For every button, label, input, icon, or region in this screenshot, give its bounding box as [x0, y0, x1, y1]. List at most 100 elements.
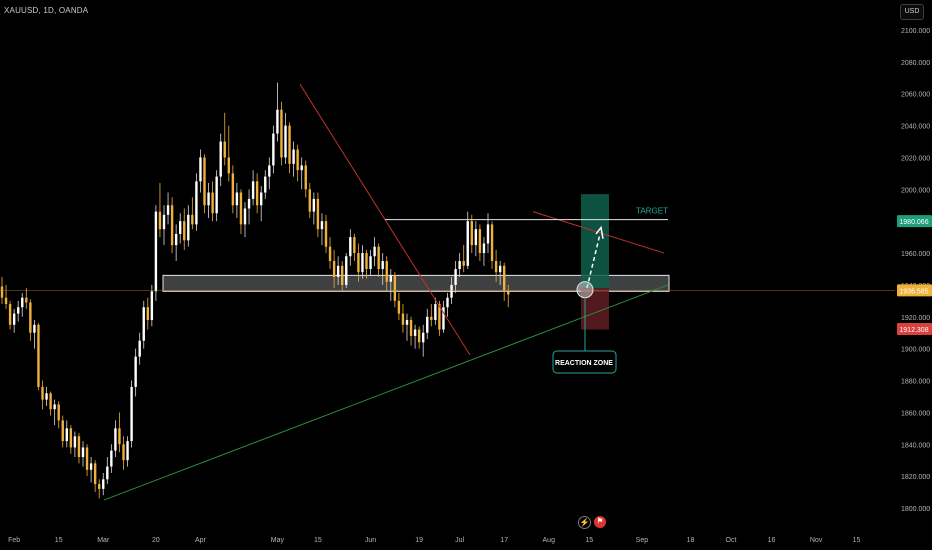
x-tick-label: 16 [768, 537, 776, 544]
resistance-trendline [532, 211, 665, 254]
x-tick-label: Feb [8, 537, 20, 544]
currency-button[interactable]: USD [900, 4, 924, 20]
candle-body [405, 319, 409, 325]
target-price-tag: 1980.066 [899, 219, 928, 226]
candle-body [17, 307, 20, 314]
candle-body [12, 313, 16, 325]
candle-body [482, 243, 486, 254]
candle-body [251, 181, 255, 199]
flag-icon[interactable]: ⚑ [594, 516, 606, 528]
candle-body [223, 141, 226, 158]
candle-body [93, 463, 97, 485]
candle-body [332, 261, 336, 277]
candle-body [114, 428, 117, 451]
candle-body [146, 307, 149, 320]
candle-body [409, 319, 413, 336]
y-tick-label: 1820.000 [901, 474, 930, 481]
x-tick-label: 15 [853, 537, 861, 544]
candle-body [77, 436, 81, 458]
x-tick-label: Jun [365, 537, 376, 544]
current-price-tag: 1936.585 [899, 288, 928, 295]
candle-body [450, 284, 453, 298]
candle-body [377, 246, 380, 269]
candle-body [385, 261, 388, 282]
candle-body [162, 214, 166, 230]
x-tick-label: Oct [726, 537, 737, 544]
candle-body [466, 221, 469, 266]
x-tick-label: 15 [585, 537, 593, 544]
candle-body [462, 261, 465, 266]
y-tick-label: 1900.000 [901, 347, 930, 354]
candle-body [401, 313, 405, 325]
projection-arrow [586, 233, 601, 289]
candle-body [507, 291, 510, 295]
candle-body [393, 275, 397, 301]
y-tick-label: 1960.000 [901, 251, 930, 258]
candle-body [211, 192, 214, 214]
candle-body [231, 173, 235, 206]
x-tick-label: 15 [55, 537, 63, 544]
y-tick-label: 2100.000 [901, 28, 930, 35]
candle-body [498, 265, 502, 273]
candle-body [426, 316, 429, 333]
candle-body [207, 192, 210, 206]
y-tick-label: 1800.000 [901, 506, 930, 513]
candle-body [304, 165, 307, 190]
y-tick-label: 1880.000 [901, 379, 930, 386]
candle-body [264, 176, 267, 193]
candle-body [490, 224, 494, 262]
candle-body [389, 275, 392, 282]
reaction-circle [576, 281, 594, 299]
candle-body [199, 157, 202, 182]
candle-body [316, 198, 320, 230]
candle-body [49, 393, 52, 410]
candle-body [260, 192, 263, 206]
candle-body [118, 428, 121, 445]
candle-body [345, 256, 348, 285]
x-tick-label: 15 [314, 537, 322, 544]
candle-body [458, 261, 461, 269]
x-tick-label: May [271, 537, 285, 544]
candle-body [292, 149, 295, 164]
candle-body [454, 269, 457, 285]
candle-body [142, 307, 145, 341]
candle-body [215, 176, 218, 214]
candle-body [438, 304, 441, 330]
candle-body [417, 329, 421, 343]
y-tick-label: 2060.000 [901, 92, 930, 99]
candle-body [0, 286, 4, 298]
candle-body [138, 340, 141, 357]
candle-body [41, 386, 44, 400]
lightning-icon[interactable]: ⚡ [578, 516, 591, 529]
projection-arrowhead [595, 225, 604, 239]
candle-body [57, 404, 60, 421]
candle-body [98, 484, 101, 489]
target-zone [581, 194, 609, 289]
symbol-title: XAUUSD, 1D, OANDA [4, 6, 89, 15]
candle-body [134, 356, 137, 387]
y-tick-label: 1860.000 [901, 410, 930, 417]
candle-body [328, 246, 332, 262]
candle-body [276, 109, 279, 134]
x-tick-label: Jul [455, 537, 464, 544]
x-tick-label: Mar [97, 537, 110, 544]
x-tick-label: Sep [636, 537, 649, 544]
reaction-zone-label: REACTION ZONE [555, 360, 613, 367]
demand-zone [162, 274, 670, 292]
candle-body [280, 109, 283, 158]
candle-body [170, 205, 174, 246]
candle-body [110, 450, 113, 467]
candle-body [365, 253, 368, 269]
candle-body [247, 198, 251, 209]
candle-body [324, 221, 328, 247]
candle-body [446, 297, 449, 308]
candle-body [81, 447, 85, 458]
candle-body [300, 165, 303, 171]
candle-body [174, 233, 178, 246]
candle-body [494, 261, 498, 273]
candle-body [361, 253, 364, 273]
candle-body [53, 404, 56, 410]
candle-body [503, 265, 506, 292]
candle-body [102, 479, 105, 489]
